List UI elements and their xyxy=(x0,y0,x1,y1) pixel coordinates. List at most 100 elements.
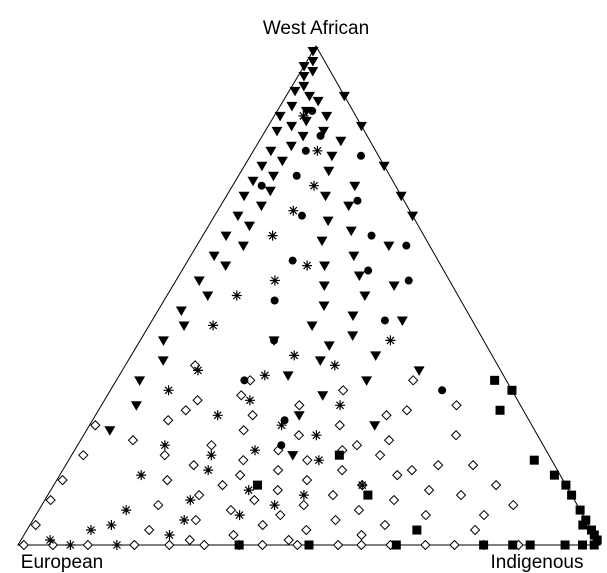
open-diamond-point xyxy=(143,524,155,536)
vertex-label-west-african: West African xyxy=(263,18,369,39)
triangle-down-point xyxy=(300,106,312,117)
open-diamond-point xyxy=(247,410,258,421)
open-diamond-point xyxy=(188,459,199,471)
filled-square-point xyxy=(592,535,602,545)
triangle-down-point xyxy=(287,451,299,461)
filled-circle-point xyxy=(301,146,310,155)
asterisk-point xyxy=(269,275,280,286)
asterisk-point xyxy=(208,320,219,331)
triangle-down-point xyxy=(335,136,347,147)
open-diamond-point xyxy=(450,430,462,441)
triangle-down-point xyxy=(130,401,142,411)
filled-square-point xyxy=(561,480,571,490)
filled-circle-point xyxy=(288,256,297,265)
filled-square-point xyxy=(334,450,344,460)
filled-circle-point xyxy=(297,211,306,220)
asterisk-point xyxy=(313,455,324,466)
open-diamond-point xyxy=(293,430,305,441)
filled-square-point xyxy=(507,385,517,395)
asterisk-point xyxy=(267,230,278,241)
filled-square-point xyxy=(490,375,500,385)
vertex-label-european: European xyxy=(21,552,103,573)
asterisk-point xyxy=(212,410,223,421)
triangle-down-point xyxy=(271,126,283,137)
triangle-down-point xyxy=(320,191,332,202)
asterisk-point xyxy=(111,540,122,550)
asterisk-point xyxy=(86,525,96,535)
filled-square-point xyxy=(252,480,262,490)
open-diamond-point xyxy=(238,425,249,436)
open-diamond-point xyxy=(351,439,363,451)
open-diamond-point xyxy=(272,464,284,476)
asterisk-point xyxy=(276,420,287,431)
triangle-down-point xyxy=(264,186,276,197)
open-diamond-point xyxy=(206,439,217,451)
filled-square-point xyxy=(581,515,591,525)
triangle-down-point xyxy=(338,91,350,102)
open-diamond-point xyxy=(374,449,386,461)
triangle-down-point xyxy=(247,176,259,187)
triangle-down-point xyxy=(286,101,298,112)
triangle-down-point xyxy=(300,116,312,127)
triangle-down-point xyxy=(307,56,319,67)
open-diamond-point xyxy=(336,464,348,476)
triangle-down-point xyxy=(134,376,146,386)
triangle-down-point xyxy=(318,126,330,137)
asterisk-point xyxy=(163,385,174,396)
open-diamond-point xyxy=(381,410,392,421)
asterisk-point xyxy=(106,520,117,530)
asterisk-point xyxy=(185,495,196,506)
open-diamond-point xyxy=(294,400,305,411)
asterisk-point xyxy=(309,180,319,191)
triangle-down-point xyxy=(370,351,382,361)
asterisk-point xyxy=(244,395,255,406)
triangle-down-point xyxy=(307,46,319,57)
open-diamond-point xyxy=(407,375,419,386)
asterisk-point xyxy=(179,515,190,525)
triangle-down-point xyxy=(178,321,190,331)
asterisk-point xyxy=(259,370,270,381)
triangle-down-point xyxy=(314,356,326,366)
asterisk-point xyxy=(234,510,245,521)
triangle-down-point xyxy=(232,211,244,222)
open-diamond-point xyxy=(301,474,313,486)
triangle-down-point xyxy=(238,191,250,202)
triangle-down-point xyxy=(316,236,328,247)
filled-square-point xyxy=(578,540,588,550)
triangle-down-point xyxy=(220,231,232,242)
open-diamond-point xyxy=(451,400,462,411)
filled-circle-point xyxy=(280,416,289,425)
triangle-down-point xyxy=(298,81,310,92)
triangle-down-point xyxy=(378,161,390,172)
filled-square-point xyxy=(529,455,539,465)
triangle-down-point xyxy=(353,271,365,282)
open-diamond-point xyxy=(45,494,56,506)
triangle-down-point xyxy=(347,331,359,341)
asterisk-point xyxy=(298,110,309,121)
asterisk-point xyxy=(121,505,132,516)
filled-circle-point xyxy=(402,241,411,250)
filled-square-point xyxy=(412,525,422,535)
open-diamond-point xyxy=(18,539,30,551)
asterisk-point xyxy=(193,365,203,376)
open-diamond-point xyxy=(356,529,367,541)
asterisk-point xyxy=(65,540,76,550)
filled-square-point xyxy=(363,490,373,500)
open-diamond-point xyxy=(190,514,202,526)
open-diamond-point xyxy=(159,449,170,461)
open-diamond-point xyxy=(423,484,435,496)
filled-circle-point xyxy=(364,266,373,275)
open-diamond-point xyxy=(379,519,391,531)
triangle-down-point xyxy=(321,111,333,122)
open-diamond-point xyxy=(353,504,365,516)
triangle-down-point xyxy=(157,336,169,346)
filled-circle-point xyxy=(277,441,286,450)
triangle-down-point xyxy=(193,276,205,287)
triangle-down-point xyxy=(175,306,187,316)
open-diamond-point xyxy=(127,435,139,446)
triangle-down-point xyxy=(297,131,309,142)
triangle-down-point xyxy=(383,241,395,252)
triangle-down-point xyxy=(319,261,331,272)
open-diamond-point xyxy=(162,415,174,426)
open-diamond-point xyxy=(217,479,228,491)
